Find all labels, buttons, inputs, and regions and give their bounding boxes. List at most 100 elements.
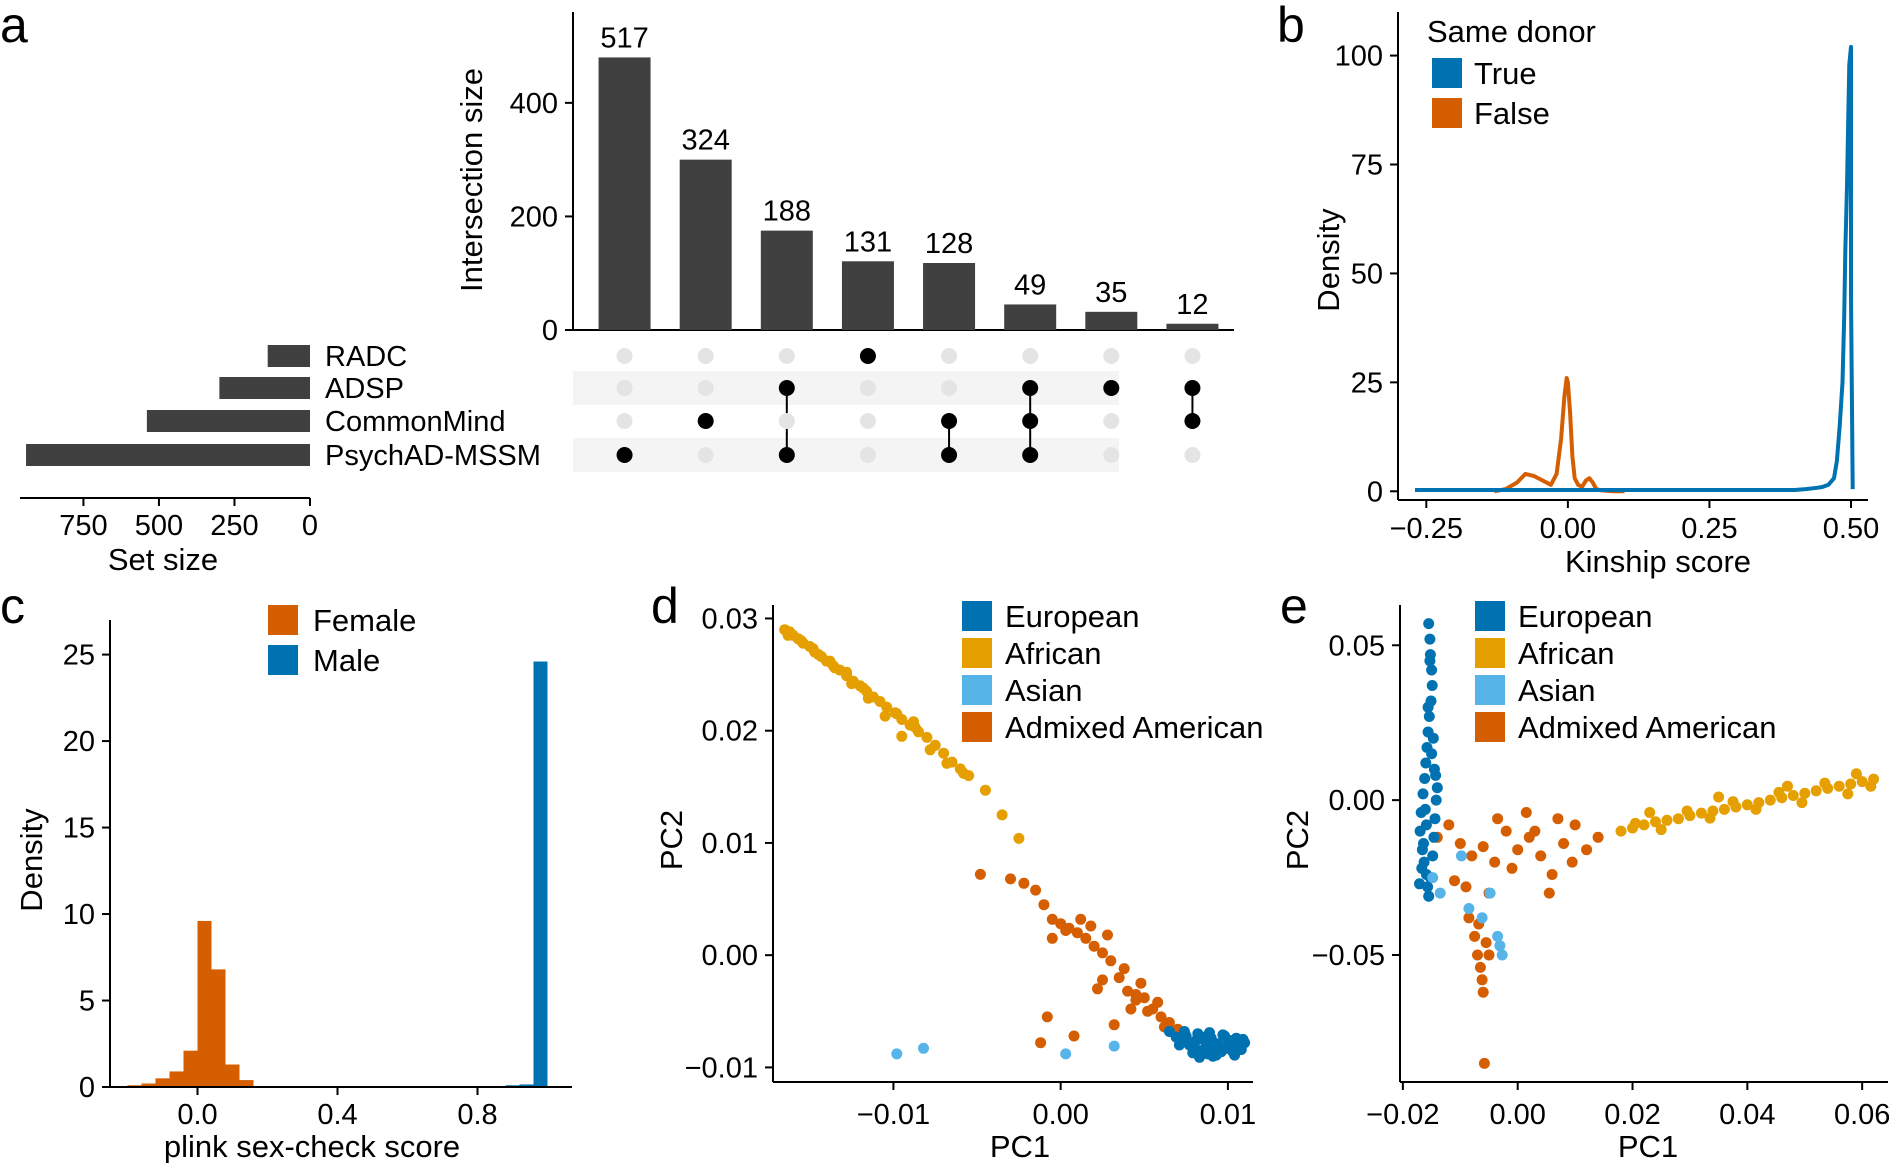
intersection-matrix [616, 348, 1201, 463]
matrix-dot-filled [1022, 380, 1039, 396]
set-size-x-tick-label: 500 [135, 510, 183, 542]
histogram-bar-female [211, 969, 226, 1087]
e-point-african [1615, 825, 1627, 837]
b-y-tick-label: 0 [1367, 476, 1383, 508]
panel-label-d: d [651, 578, 679, 634]
set-size-bar-adsp [219, 377, 310, 399]
e-y-tick-label: 0.05 [1329, 630, 1385, 662]
e-x-ticks: −0.02 0.00 0.02 0.04 0.06 [1366, 1082, 1890, 1131]
e-point-admixed-american [1472, 949, 1483, 961]
e-point-admixed-american [1476, 974, 1488, 986]
d-scatter-points [779, 624, 1251, 1063]
d-point-african [782, 629, 794, 641]
intersection-bar-label: 188 [763, 196, 811, 228]
d-point-african [857, 682, 869, 694]
matrix-dot-empty [697, 447, 714, 463]
e-point-admixed-american [1569, 819, 1581, 831]
e-legend-label-european: European [1518, 599, 1652, 634]
c-y-tick-label: 20 [63, 726, 95, 758]
e-point-african [1850, 768, 1862, 780]
e-point-african [1750, 803, 1762, 815]
d-point-european [1200, 1038, 1212, 1050]
d-point-admixed-american [1097, 947, 1108, 959]
e-point-european [1414, 878, 1425, 890]
d-y-tick-label: 0.00 [702, 940, 758, 972]
d-point-admixed-american [1113, 972, 1125, 984]
histogram-bar-female [141, 1083, 156, 1087]
intersection-bar-label: 131 [844, 226, 892, 258]
d-point-african [924, 744, 936, 756]
d-point-african [938, 747, 950, 759]
d-point-african [921, 731, 933, 743]
d-x-tick-label: 0.00 [1032, 1099, 1088, 1131]
e-point-european [1430, 769, 1442, 781]
e-point-european [1420, 819, 1432, 831]
intersection-bar [679, 159, 732, 330]
e-point-african [1799, 787, 1811, 799]
c-x-tick-label: 0.4 [317, 1099, 357, 1131]
density-curve-false [1493, 376, 1625, 494]
e-legend-swatch-european [1475, 601, 1505, 631]
e-point-african [1856, 776, 1868, 788]
d-point-african [896, 730, 908, 742]
histogram-bar-female [155, 1078, 170, 1087]
e-point-african [1661, 814, 1673, 826]
e-point-african [1681, 805, 1693, 817]
d-x-ticks: −0.01 0.00 0.01 [857, 1082, 1256, 1131]
c-legend-label-female: Female [313, 603, 416, 638]
c-y-tick-label: 25 [63, 640, 95, 672]
e-legend-swatch-admixed-american [1475, 712, 1505, 742]
d-point-admixed-american [1092, 983, 1103, 995]
b-legend: True False [1432, 56, 1550, 131]
e-point-admixed-american [1543, 887, 1555, 899]
b-legend-swatch-false [1432, 98, 1462, 128]
d-point-african [846, 678, 858, 690]
e-x-tick-label: 0.06 [1834, 1099, 1890, 1131]
e-point-african [1727, 796, 1739, 808]
d-point-admixed-american [1097, 974, 1108, 986]
e-point-admixed-american [1566, 856, 1578, 868]
d-point-admixed-american [1152, 996, 1164, 1008]
intersection-y-tick-label: 400 [510, 88, 558, 120]
matrix-dot-filled [697, 413, 714, 429]
b-x-tick-label: 0.25 [1681, 513, 1737, 545]
e-point-african [1638, 819, 1650, 831]
matrix-dot-empty [1103, 413, 1120, 429]
intersection-bar-label: 128 [925, 228, 973, 260]
matrix-dot-empty [778, 413, 795, 429]
e-point-asian [1455, 850, 1467, 862]
d-point-admixed-american [1122, 985, 1134, 997]
histogram-bar-male [519, 1084, 534, 1087]
c-legend-swatch-male [268, 645, 298, 675]
d-y-tick-label: −0.01 [685, 1052, 758, 1084]
e-point-admixed-american [1492, 813, 1504, 825]
e-point-african [1655, 824, 1667, 836]
matrix-dot-filled [616, 447, 633, 463]
histogram-bar-male [533, 661, 548, 1087]
c-y-axis-label: Density [14, 808, 49, 912]
set-size-bar-psychad-mssm [26, 444, 311, 466]
c-y-tick-label: 5 [79, 986, 95, 1018]
e-scatter-points [1414, 618, 1880, 1069]
histogram-bar-female [225, 1064, 240, 1087]
e-point-african [1650, 816, 1661, 828]
e-point-european [1422, 701, 1434, 713]
e-y-ticks: −0.05 0.00 0.05 [1312, 630, 1400, 972]
b-y-axis-label: Density [1311, 208, 1346, 312]
d-point-admixed-american [1075, 913, 1087, 925]
e-point-asian [1463, 903, 1475, 914]
d-legend-label-african: African [1005, 636, 1101, 671]
d-point-asian [1060, 1048, 1072, 1060]
e-point-european [1424, 655, 1436, 667]
intersection-bar [1004, 304, 1057, 330]
d-point-admixed-american [1035, 1037, 1047, 1049]
e-point-african [1819, 777, 1831, 789]
e-point-asian [1494, 940, 1506, 952]
d-point-european [1204, 1027, 1215, 1039]
e-point-african [1713, 791, 1725, 803]
intersection-bar-label: 324 [681, 125, 729, 157]
set-size-x-tick-label: 0 [302, 510, 318, 542]
matrix-dot-filled [778, 380, 795, 396]
e-point-admixed-american [1449, 875, 1460, 887]
